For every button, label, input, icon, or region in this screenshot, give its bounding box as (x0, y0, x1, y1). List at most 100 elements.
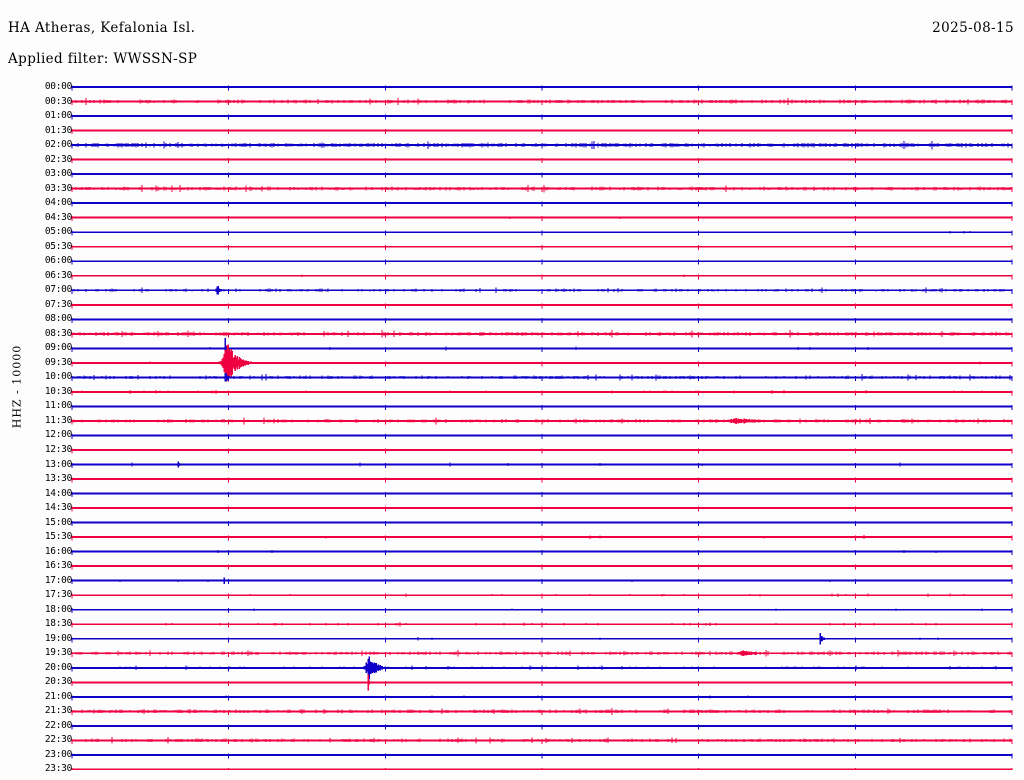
event-1300 (175, 461, 185, 468)
time-label-0330: 03:30 (44, 182, 72, 194)
event-0930-coda (223, 373, 230, 382)
trace-noise (77, 230, 1009, 234)
event-2000-tail (366, 674, 372, 691)
time-label-1100: 11:00 (44, 400, 72, 412)
trace-noise (71, 593, 1013, 597)
time-label-2230: 22:30 (44, 734, 72, 746)
seismogram-traces (71, 85, 1013, 770)
trace-noise (73, 405, 1013, 408)
time-label-1030: 10:30 (44, 385, 72, 397)
trace-noise (71, 681, 1007, 684)
trace-noise (73, 318, 1011, 321)
time-label-1700: 17:00 (44, 574, 72, 586)
time-label-1300: 13:00 (44, 458, 72, 470)
event-2000-main (359, 656, 391, 680)
time-label-2030: 20:30 (44, 676, 72, 688)
trace-noise (71, 346, 1013, 351)
event-1900 (817, 633, 828, 645)
time-label-0400: 04:00 (44, 197, 72, 209)
time-label-2130: 21:30 (44, 705, 72, 717)
trace-noise (75, 462, 1013, 467)
time-label-1130: 11:30 (44, 414, 72, 426)
trace-noise (71, 695, 1013, 699)
time-label-0930: 09:30 (44, 356, 72, 368)
trace-noise (73, 389, 1011, 394)
time-label-1200: 12:00 (44, 429, 72, 441)
trace-noise (73, 507, 1005, 509)
trace-noise (73, 330, 1013, 338)
time-label-1600: 16:00 (44, 545, 72, 557)
trace-noise (73, 768, 1011, 770)
trace-noise (71, 140, 1013, 150)
time-label-1330: 13:30 (44, 473, 72, 485)
time-label-1430: 14:30 (44, 502, 72, 514)
trace-noise (71, 216, 1011, 219)
trace-noise (71, 707, 1013, 715)
station-title: HA Atheras, Kefalonia Isl. (8, 20, 196, 36)
time-label-0830: 08:30 (44, 327, 72, 339)
row-tick-marks (71, 463, 1013, 469)
event-0700 (213, 285, 227, 295)
event-0930-main (216, 344, 253, 382)
time-label-0200: 02:00 (44, 139, 72, 151)
time-label-0230: 02:30 (44, 153, 72, 165)
trace-noise (73, 579, 1011, 583)
helicorder-plot: 00:00 00:30 01:00 01:30 02:00 02:30 03:00 03:30… (0, 80, 1024, 774)
trace-noise (71, 550, 1003, 554)
trace-noise (79, 535, 1011, 539)
time-label-0630: 06:30 (44, 269, 72, 281)
trace-noise (75, 361, 1013, 365)
time-label-1400: 14:00 (44, 487, 72, 499)
trace-noise (71, 202, 1009, 204)
trace-noise (73, 158, 971, 161)
trace-noise (79, 492, 1003, 495)
time-label-1630: 16:30 (44, 560, 72, 572)
time-label-1730: 17:30 (44, 589, 72, 601)
trace-noise (71, 184, 1013, 193)
time-label-1000: 10:00 (44, 371, 72, 383)
trace-noise (85, 304, 1011, 306)
time-label-0500: 05:00 (44, 226, 72, 238)
time-label-1500: 15:00 (44, 516, 72, 528)
time-label-0900: 09:00 (44, 342, 72, 354)
time-label-1530: 15:30 (44, 531, 72, 543)
burst-1930 (722, 650, 798, 656)
time-label-0030: 00:30 (44, 95, 72, 107)
trace-noise (73, 245, 991, 248)
event-1700 (221, 577, 230, 584)
time-label-2000: 20:00 (44, 661, 72, 673)
trace-noise (73, 737, 1013, 744)
burst-1130 (709, 417, 806, 425)
time-label-2300: 23:00 (44, 748, 72, 760)
time-label-1230: 12:30 (44, 444, 72, 455)
trace-noise (73, 608, 999, 612)
time-label-0430: 04:30 (44, 211, 72, 223)
trace-noise (81, 85, 1013, 89)
trace-noise (95, 521, 1011, 524)
trace-noise (85, 725, 1013, 727)
time-label-1900: 19:00 (44, 632, 72, 644)
trace-noise (71, 649, 1013, 657)
trace-noise (81, 115, 1003, 117)
trace-noise (101, 260, 1011, 263)
trace-noise (79, 274, 1013, 278)
time-label-0130: 01:30 (44, 124, 72, 136)
time-label-0700: 07:00 (44, 284, 72, 296)
time-label-0530: 05:30 (44, 240, 72, 252)
trace-noise (71, 753, 1013, 757)
applied-filter-label: Applied filter: WWSSN-SP (8, 51, 198, 67)
trace-noise (71, 622, 1011, 627)
record-date: 2025-08-15 (932, 20, 1014, 36)
trace-noise (81, 565, 1013, 568)
trace-noise (75, 434, 1005, 437)
time-label-1930: 19:30 (44, 647, 72, 659)
trace-noise (73, 448, 1009, 452)
trace-noise (79, 478, 1009, 480)
trace-noise (77, 374, 1013, 381)
time-label-1830: 18:30 (44, 618, 72, 630)
trace-noise (77, 637, 1013, 641)
trace-noise (85, 129, 1005, 132)
time-label-0000: 00:00 (44, 81, 72, 92)
time-label-2100: 21:00 (44, 690, 72, 702)
time-label-0600: 06:00 (44, 255, 72, 267)
